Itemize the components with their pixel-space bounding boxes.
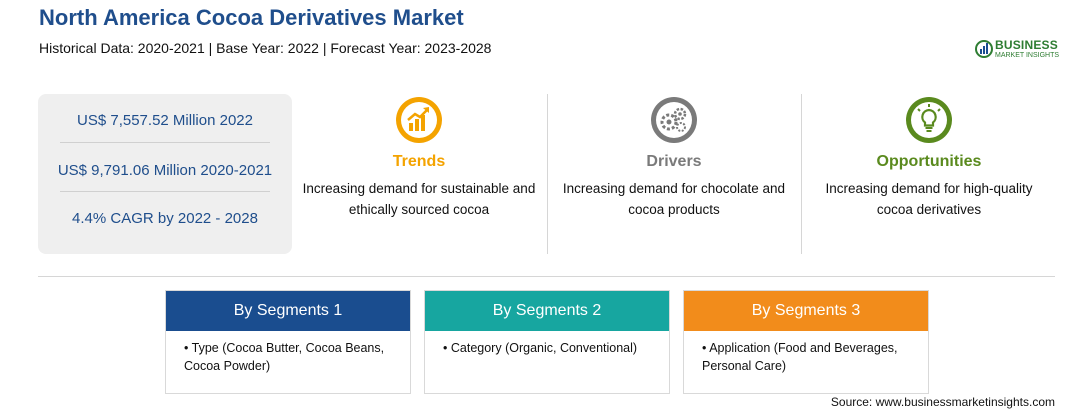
segment-card-3: By Segments 3 • Application (Food and Be… [683, 290, 929, 394]
stat-cagr: 4.4% CAGR by 2022 - 2028 [72, 210, 258, 227]
segment-card-2: By Segments 2 • Category (Organic, Conve… [424, 290, 670, 394]
trends-column: Trends Increasing demand for sustainable… [299, 95, 539, 220]
opportunities-column: Opportunities Increasing demand for high… [809, 95, 1049, 220]
divider [60, 142, 270, 143]
segment-1-body: • Type (Cocoa Butter, Cocoa Beans, Cocoa… [166, 331, 410, 375]
drivers-column: Drivers Increasing demand for chocolate … [554, 95, 794, 220]
segment-3-title: By Segments 3 [684, 291, 928, 331]
drivers-description: Increasing demand for chocolate and coco… [562, 181, 786, 217]
logo-mark-icon [975, 40, 993, 58]
stat-market-size-historical: US$ 9,791.06 Million 2020-2021 [57, 162, 273, 179]
column-divider [547, 94, 548, 254]
segment-3-item: Application (Food and Beverages, Persona… [702, 341, 898, 373]
segment-1-item: Type (Cocoa Butter, Cocoa Beans, Cocoa P… [184, 341, 385, 373]
divider [60, 191, 270, 192]
segment-2-body: • Category (Organic, Conventional) [425, 331, 669, 357]
key-stats-panel: US$ 7,557.52 Million 2022 US$ 9,791.06 M… [38, 94, 292, 254]
segment-2-item: Category (Organic, Conventional) [450, 341, 638, 355]
page-subtitle: Historical Data: 2020-2021 | Base Year: … [39, 40, 492, 56]
gears-icon [651, 97, 697, 143]
segment-3-body: • Application (Food and Beverages, Perso… [684, 331, 928, 375]
bullet-icon: • [702, 341, 707, 355]
logo-wordmark: BUSINESS [995, 38, 1058, 52]
bullet-icon: • [184, 341, 189, 355]
lightbulb-icon [906, 97, 952, 143]
stat-market-size-2022: US$ 7,557.52 Million 2022 [77, 112, 253, 129]
bullet-icon: • [443, 341, 448, 355]
segment-2-title: By Segments 2 [425, 291, 669, 331]
rising-chart-icon [396, 97, 442, 143]
source-credit: Source: www.businessmarketinsights.com [830, 395, 1055, 409]
page-title: North America Cocoa Derivatives Market [39, 5, 464, 30]
company-logo: BUSINESS MARKET INSIGHTS [975, 36, 1065, 66]
logo-tagline: MARKET INSIGHTS [995, 52, 1060, 59]
column-divider [801, 94, 802, 254]
drivers-label: Drivers [646, 153, 702, 170]
segment-card-1: By Segments 1 • Type (Cocoa Butter, Coco… [165, 290, 411, 394]
segment-1-title: By Segments 1 [166, 291, 410, 331]
trends-description: Increasing demand for sustainable and et… [302, 181, 536, 217]
trends-label: Trends [392, 153, 446, 170]
opportunities-description: Increasing demand for high-quality cocoa… [825, 181, 1033, 217]
section-divider [38, 276, 1055, 277]
opportunities-label: Opportunities [876, 153, 982, 170]
